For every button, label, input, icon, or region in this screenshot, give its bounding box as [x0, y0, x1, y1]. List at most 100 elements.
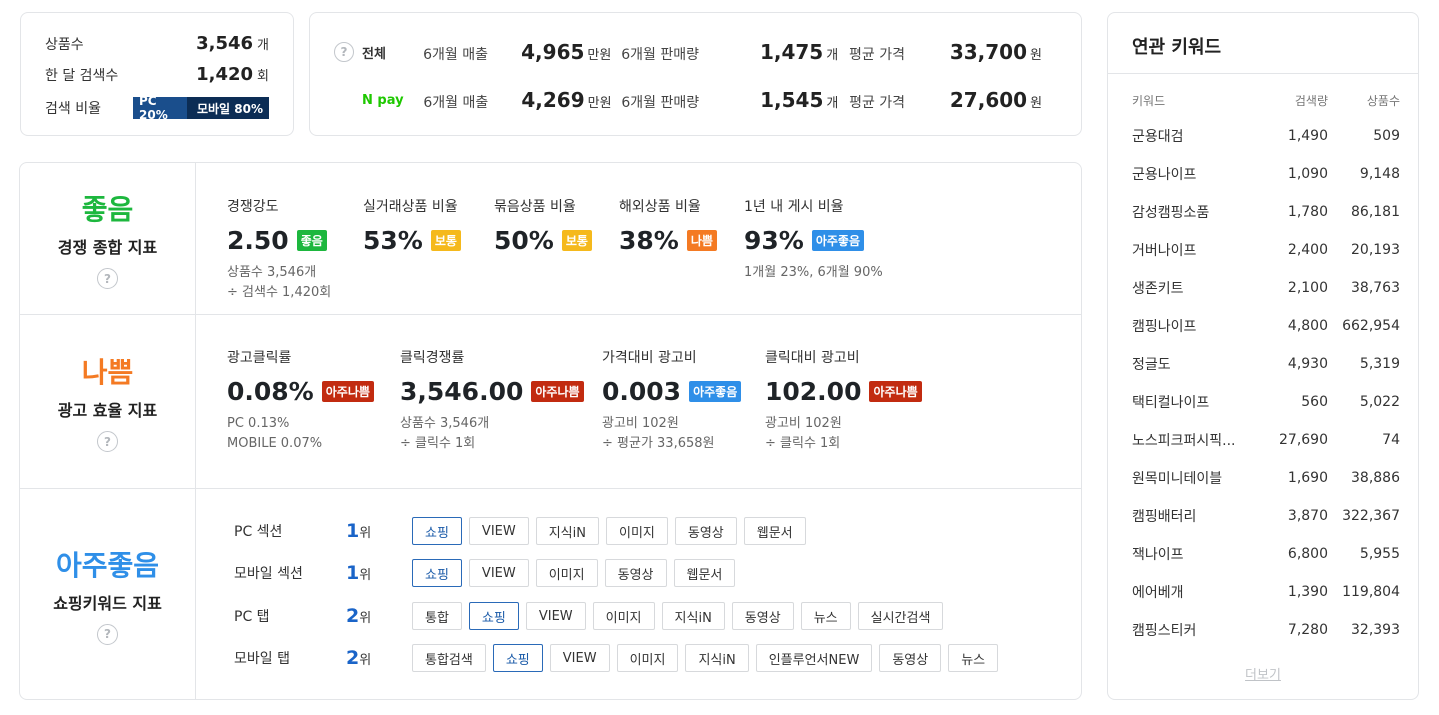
product-count-label: 상품수	[45, 36, 84, 53]
help-icon[interactable]: ?	[334, 42, 354, 62]
keyword-cell[interactable]: 노스피크퍼시픽...	[1132, 433, 1236, 449]
stat-value: 38%	[619, 226, 679, 255]
section-chip[interactable]: 뉴스	[800, 602, 851, 630]
section-chip[interactable]: 웹문서	[743, 517, 806, 545]
section-chip[interactable]: 쇼핑	[412, 559, 462, 587]
section-chip[interactable]: 이미지	[605, 517, 668, 545]
section-chip[interactable]: VIEW	[468, 517, 529, 545]
search-volume-cell: 6,800	[1287, 546, 1328, 562]
related-keyword-row[interactable]: 정글도 4,930 5,319	[1132, 354, 1400, 374]
related-keyword-row[interactable]: 캠핑나이프 4,800 662,954	[1132, 316, 1400, 336]
keyword-cell[interactable]: 원목미니테이블	[1132, 471, 1223, 487]
keyword-cell[interactable]: 택티컬나이프	[1132, 395, 1210, 411]
keyword-cell[interactable]: 군용나이프	[1132, 167, 1197, 183]
product-count-value: 3,546	[196, 33, 254, 54]
grade-badge: 아주좋음	[811, 230, 865, 251]
related-keyword-row[interactable]: 군용나이프 1,090 9,148	[1132, 164, 1400, 184]
stat-bundle-ratio: 묶음상품 비율 50% 보통	[494, 196, 592, 255]
stat-sub: 광고비 102원	[602, 416, 679, 431]
section-chip[interactable]: VIEW	[468, 559, 529, 587]
column-header-keyword[interactable]: 키워드	[1132, 94, 1166, 108]
section-chip[interactable]: 통합	[412, 602, 462, 630]
related-keyword-row[interactable]: 택티컬나이프 560 5,022	[1132, 392, 1400, 412]
ad-section: 나쁨 광고 효율 지표 ? 광고클릭률 0.08% 아주나쁨 PC 0.13% MO…	[20, 315, 1081, 489]
column-header-product-count[interactable]: 상품수	[1366, 94, 1400, 108]
section-chip[interactable]: 이미지	[592, 602, 655, 630]
section-chip[interactable]: 뉴스	[948, 644, 999, 672]
keyword-cell[interactable]: 생존키트	[1132, 281, 1184, 297]
stat-price-ad-cost: 가격대비 광고비 0.003 아주좋음 광고비 102원 ÷ 평균가 33,658원	[602, 347, 742, 454]
related-keywords-panel: 연관 키워드 키워드 검색량 상품수 군용대검 1,490 509 군용나이프 1,09…	[1107, 12, 1419, 700]
rank-row-mobile-tab: 모바일 탭 2위 통합검색 쇼핑 VIEW 이미지 지식iN 인플루언서NEW 동영상 뉴스	[234, 644, 999, 672]
search-volume-cell: 2,400	[1287, 242, 1328, 258]
keyword-cell[interactable]: 거버나이프	[1132, 243, 1197, 259]
help-icon[interactable]: ?	[97, 431, 118, 452]
related-keyword-row[interactable]: 거버나이프 2,400 20,193	[1132, 240, 1400, 260]
product-count-cell: 5,022	[1359, 394, 1400, 410]
section-chip[interactable]: 동영상	[731, 602, 794, 630]
help-icon[interactable]: ?	[97, 623, 118, 645]
section-chip[interactable]: 쇼핑	[412, 517, 462, 545]
more-link[interactable]: 더보기	[1245, 668, 1281, 683]
section-chip[interactable]: 이미지	[535, 559, 598, 587]
related-keyword-row[interactable]: 감성캠핑소품 1,780 86,181	[1132, 202, 1400, 222]
stat-value: 3,546.00	[400, 377, 524, 406]
related-keyword-row[interactable]: 캠핑배터리 3,870 322,367	[1132, 506, 1400, 526]
section-chip[interactable]: 동영상	[879, 644, 942, 672]
stat-click-competition: 클릭경쟁률 3,546.00 아주나쁨 상품수 3,546개 ÷ 클릭수 1회	[400, 347, 584, 454]
related-keyword-row[interactable]: 노스피크퍼시픽... 27,690 74	[1132, 430, 1400, 450]
sales-value: 4,269	[521, 88, 585, 112]
sales-label: 6개월 매출	[423, 95, 489, 111]
related-keyword-row[interactable]: 원목미니테이블 1,690 38,886	[1132, 468, 1400, 488]
section-chip[interactable]: 실시간검색	[857, 602, 944, 630]
search-volume-cell: 1,780	[1287, 204, 1328, 220]
pc-ratio: PC 20%	[133, 94, 187, 122]
related-keyword-row[interactable]: 캠핑스티커 7,280 32,393	[1132, 620, 1400, 640]
help-icon[interactable]: ?	[97, 268, 118, 289]
keyword-cell[interactable]: 정글도	[1132, 357, 1171, 373]
stat-value: 53%	[363, 226, 423, 255]
search-volume-cell: 4,800	[1287, 318, 1328, 334]
section-chip[interactable]: 지식iN	[535, 517, 599, 545]
related-keyword-row[interactable]: 잭나이프 6,800 5,955	[1132, 544, 1400, 564]
keyword-cell[interactable]: 캠핑나이프	[1132, 319, 1197, 335]
rank-row-label: 모바일 탭	[234, 651, 290, 667]
section-chip[interactable]: 동영상	[604, 559, 667, 587]
keyword-cell[interactable]: 캠핑스티커	[1132, 623, 1197, 639]
stat-sub: ÷ 검색수 1,420회	[227, 285, 332, 300]
section-chip[interactable]: 웹문서	[673, 559, 736, 587]
grade-badge: 아주좋음	[689, 381, 742, 402]
column-header-search-volume[interactable]: 검색량	[1294, 94, 1328, 108]
section-chip[interactable]: VIEW	[549, 644, 610, 672]
product-count-cell: 74	[1382, 432, 1400, 448]
section-chip[interactable]: 인플루언서NEW	[755, 644, 873, 672]
npay-label: N pay	[362, 92, 404, 108]
shopping-title: 쇼핑키워드 지표	[53, 593, 162, 613]
related-keyword-row[interactable]: 군용대검 1,490 509	[1132, 126, 1400, 146]
section-chip[interactable]: VIEW	[525, 602, 586, 630]
section-chip[interactable]: 동영상	[674, 517, 737, 545]
keyword-cell[interactable]: 에어베개	[1132, 585, 1184, 601]
section-chip[interactable]: 쇼핑	[492, 644, 543, 672]
keyword-cell[interactable]: 감성캠핑소품	[1132, 205, 1210, 221]
section-chip[interactable]: 지식iN	[661, 602, 725, 630]
keyword-cell[interactable]: 잭나이프	[1132, 547, 1184, 563]
section-chips: 통합 쇼핑 VIEW 이미지 지식iN 동영상 뉴스 실시간검색	[412, 602, 944, 630]
section-chip[interactable]: 이미지	[616, 644, 679, 672]
section-chip[interactable]: 쇼핑	[468, 602, 519, 630]
section-chip[interactable]: 지식iN	[685, 644, 749, 672]
stat-real-deal-ratio: 실거래상품 비율 53% 보통	[363, 196, 461, 255]
keyword-cell[interactable]: 군용대검	[1132, 129, 1184, 145]
product-count-cell: 86,181	[1351, 204, 1400, 220]
rank-row-label: PC 섹션	[234, 524, 283, 540]
stat-value: 0.08%	[227, 377, 314, 406]
search-volume-cell: 560	[1301, 394, 1328, 410]
ad-summary: 나쁨 광고 효율 지표 ?	[20, 315, 196, 488]
section-chip[interactable]: 통합검색	[412, 644, 486, 672]
search-volume-cell: 27,690	[1279, 432, 1328, 448]
scope-label: 전체	[362, 46, 386, 62]
keyword-cell[interactable]: 캠핑배터리	[1132, 509, 1197, 525]
stat-overseas-ratio: 해외상품 비율 38% 나쁨	[619, 196, 717, 255]
related-keyword-row[interactable]: 에어베개 1,390 119,804	[1132, 582, 1400, 602]
related-keyword-row[interactable]: 생존키트 2,100 38,763	[1132, 278, 1400, 298]
